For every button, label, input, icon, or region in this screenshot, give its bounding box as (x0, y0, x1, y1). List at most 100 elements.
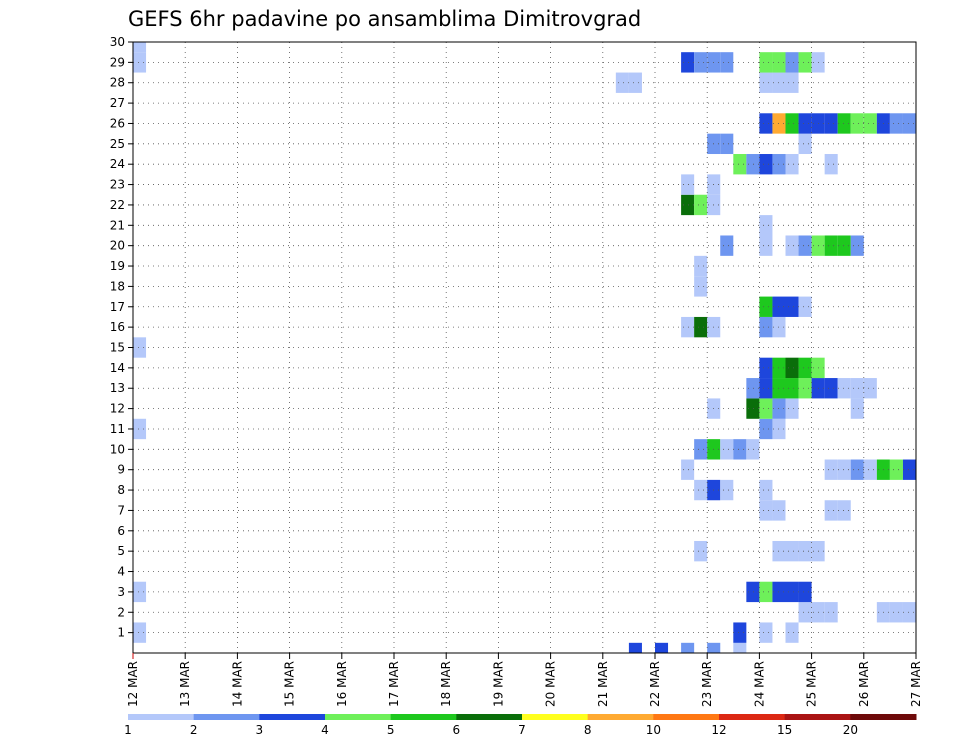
x-tick-label-14: 26 MAR (857, 661, 871, 707)
precip-cell-m30-0 (133, 42, 147, 53)
precip-cell-m20-7 (850, 235, 864, 256)
precip-cell-m24-2 (759, 154, 773, 175)
precip-cell-m9-3 (850, 459, 864, 480)
x-tick-label-6: 18 MAR (439, 661, 453, 707)
precip-cell-m26-6 (837, 113, 851, 134)
x-tick-label-9: 21 MAR (596, 661, 610, 707)
precip-cell-m24-0 (733, 154, 747, 175)
precip-cell-m24-4 (785, 154, 799, 175)
precip-cell-m9-6 (889, 459, 903, 480)
chart-title: GEFS 6hr padavine po ansamblima Dimitrov… (128, 7, 641, 31)
precip-cell-m29-1 (681, 52, 695, 73)
precip-cell-m0-1 (655, 642, 669, 653)
precip-cell-m25-2 (798, 133, 812, 155)
precip-cell-m18-0 (694, 276, 708, 297)
colorbar-swatch-3 (325, 714, 392, 720)
colorbar-label-10: 10 (646, 723, 661, 737)
precip-cell-m20-6 (837, 235, 851, 256)
precip-cell-m11-1 (759, 418, 773, 440)
colorbar-swatch-0 (128, 714, 195, 720)
y-tick-label-9: 9 (117, 463, 125, 477)
precip-cell-m13-7 (837, 378, 851, 399)
precip-cell-m8-0 (694, 479, 708, 501)
y-tick-label-27: 27 (110, 96, 125, 110)
precip-cell-m14-2 (785, 357, 799, 379)
precip-cell-m2-2 (824, 602, 838, 623)
precip-cell-m3-4 (785, 581, 799, 603)
colorbar-label-6: 6 (453, 723, 461, 737)
precip-cell-m29-5 (759, 52, 773, 73)
precip-cell-m11-0 (133, 418, 147, 440)
y-tick-label-25: 25 (110, 137, 125, 151)
precip-cell-m17-2 (785, 296, 799, 317)
colorbar-label-7: 7 (518, 723, 526, 737)
precip-cell-m10-4 (746, 439, 760, 460)
colorbar-label-2: 2 (190, 723, 198, 737)
precip-cell-m0-4 (733, 642, 747, 653)
precip-cell-m13-8 (850, 378, 864, 399)
y-tick-label-7: 7 (117, 503, 125, 517)
precip-cell-m26-3 (798, 113, 812, 134)
x-tick-label-3: 15 MAR (283, 661, 297, 707)
precip-cell-m13-9 (863, 378, 877, 399)
precip-cell-m21-0 (759, 215, 773, 236)
y-tick-label-2: 2 (117, 605, 125, 619)
precip-cell-m29-7 (785, 52, 799, 73)
precip-cell-m20-5 (824, 235, 838, 256)
y-tick-label-18: 18 (110, 279, 125, 293)
precip-cell-m14-0 (759, 357, 773, 379)
precip-cell-m7-3 (837, 500, 851, 521)
colorbar-label-5: 5 (387, 723, 395, 737)
x-tick-label-8: 20 MAR (544, 661, 558, 707)
precip-cell-m0-2 (681, 642, 695, 653)
colorbar-label-8: 8 (584, 723, 592, 737)
precip-cell-m3-0 (133, 581, 147, 603)
precip-cell-m9-0 (681, 459, 695, 480)
colorbar-label-4: 4 (321, 723, 329, 737)
y-tick-label-17: 17 (110, 300, 125, 314)
precip-cell-m1-1 (733, 622, 747, 643)
precip-cell-m12-5 (850, 398, 864, 419)
x-tick-label-5: 17 MAR (387, 661, 401, 707)
precip-cell-m28-4 (785, 72, 799, 93)
y-tick-label-19: 19 (110, 259, 125, 273)
precip-cell-m2-5 (902, 602, 916, 623)
y-tick-label-13: 13 (110, 381, 125, 395)
precip-cell-m7-0 (759, 500, 773, 521)
precip-cell-m10-0 (694, 439, 708, 460)
precip-cell-m2-4 (889, 602, 903, 623)
y-tick-label-24: 24 (110, 157, 125, 171)
grid-lines (133, 41, 916, 653)
precip-cell-m29-8 (798, 52, 812, 73)
y-tick-label-16: 16 (110, 320, 125, 334)
y-tick-label-15: 15 (110, 341, 125, 355)
precip-cell-m16-0 (681, 316, 695, 338)
precip-cell-m19-0 (694, 255, 708, 277)
x-tick-label-10: 22 MAR (648, 661, 662, 707)
y-tick-label-4: 4 (117, 565, 125, 579)
colorbar-swatch-10 (784, 714, 851, 720)
y-tick-label-26: 26 (110, 116, 125, 130)
colorbar-swatch-2 (259, 714, 326, 720)
x-tick-label-12: 24 MAR (752, 661, 766, 707)
precip-cell-m10-3 (733, 439, 747, 460)
precip-cell-m0-0 (628, 642, 642, 653)
precip-cell-m20-2 (785, 235, 799, 256)
precip-cell-m2-0 (798, 602, 812, 623)
y-tick-label-23: 23 (110, 178, 125, 192)
precip-cell-m7-2 (824, 500, 838, 521)
precip-cell-m26-0 (759, 113, 773, 134)
y-tick-label-8: 8 (117, 483, 125, 497)
precip-cell-m26-7 (850, 113, 864, 134)
precip-cell-m10-2 (720, 439, 734, 460)
precip-cell-m8-2 (720, 479, 734, 501)
precip-cell-m3-2 (759, 581, 773, 603)
precip-cell-m28-2 (759, 72, 773, 93)
precip-cell-m28-0 (615, 72, 629, 93)
colorbar-swatch-4 (390, 714, 457, 720)
precip-cell-m24-1 (746, 154, 760, 175)
colorbar-swatch-5 (456, 714, 523, 720)
colorbar-swatch-6 (522, 714, 589, 720)
y-axis-ticks: 1234567891011121314151617181920212223242… (110, 35, 133, 640)
